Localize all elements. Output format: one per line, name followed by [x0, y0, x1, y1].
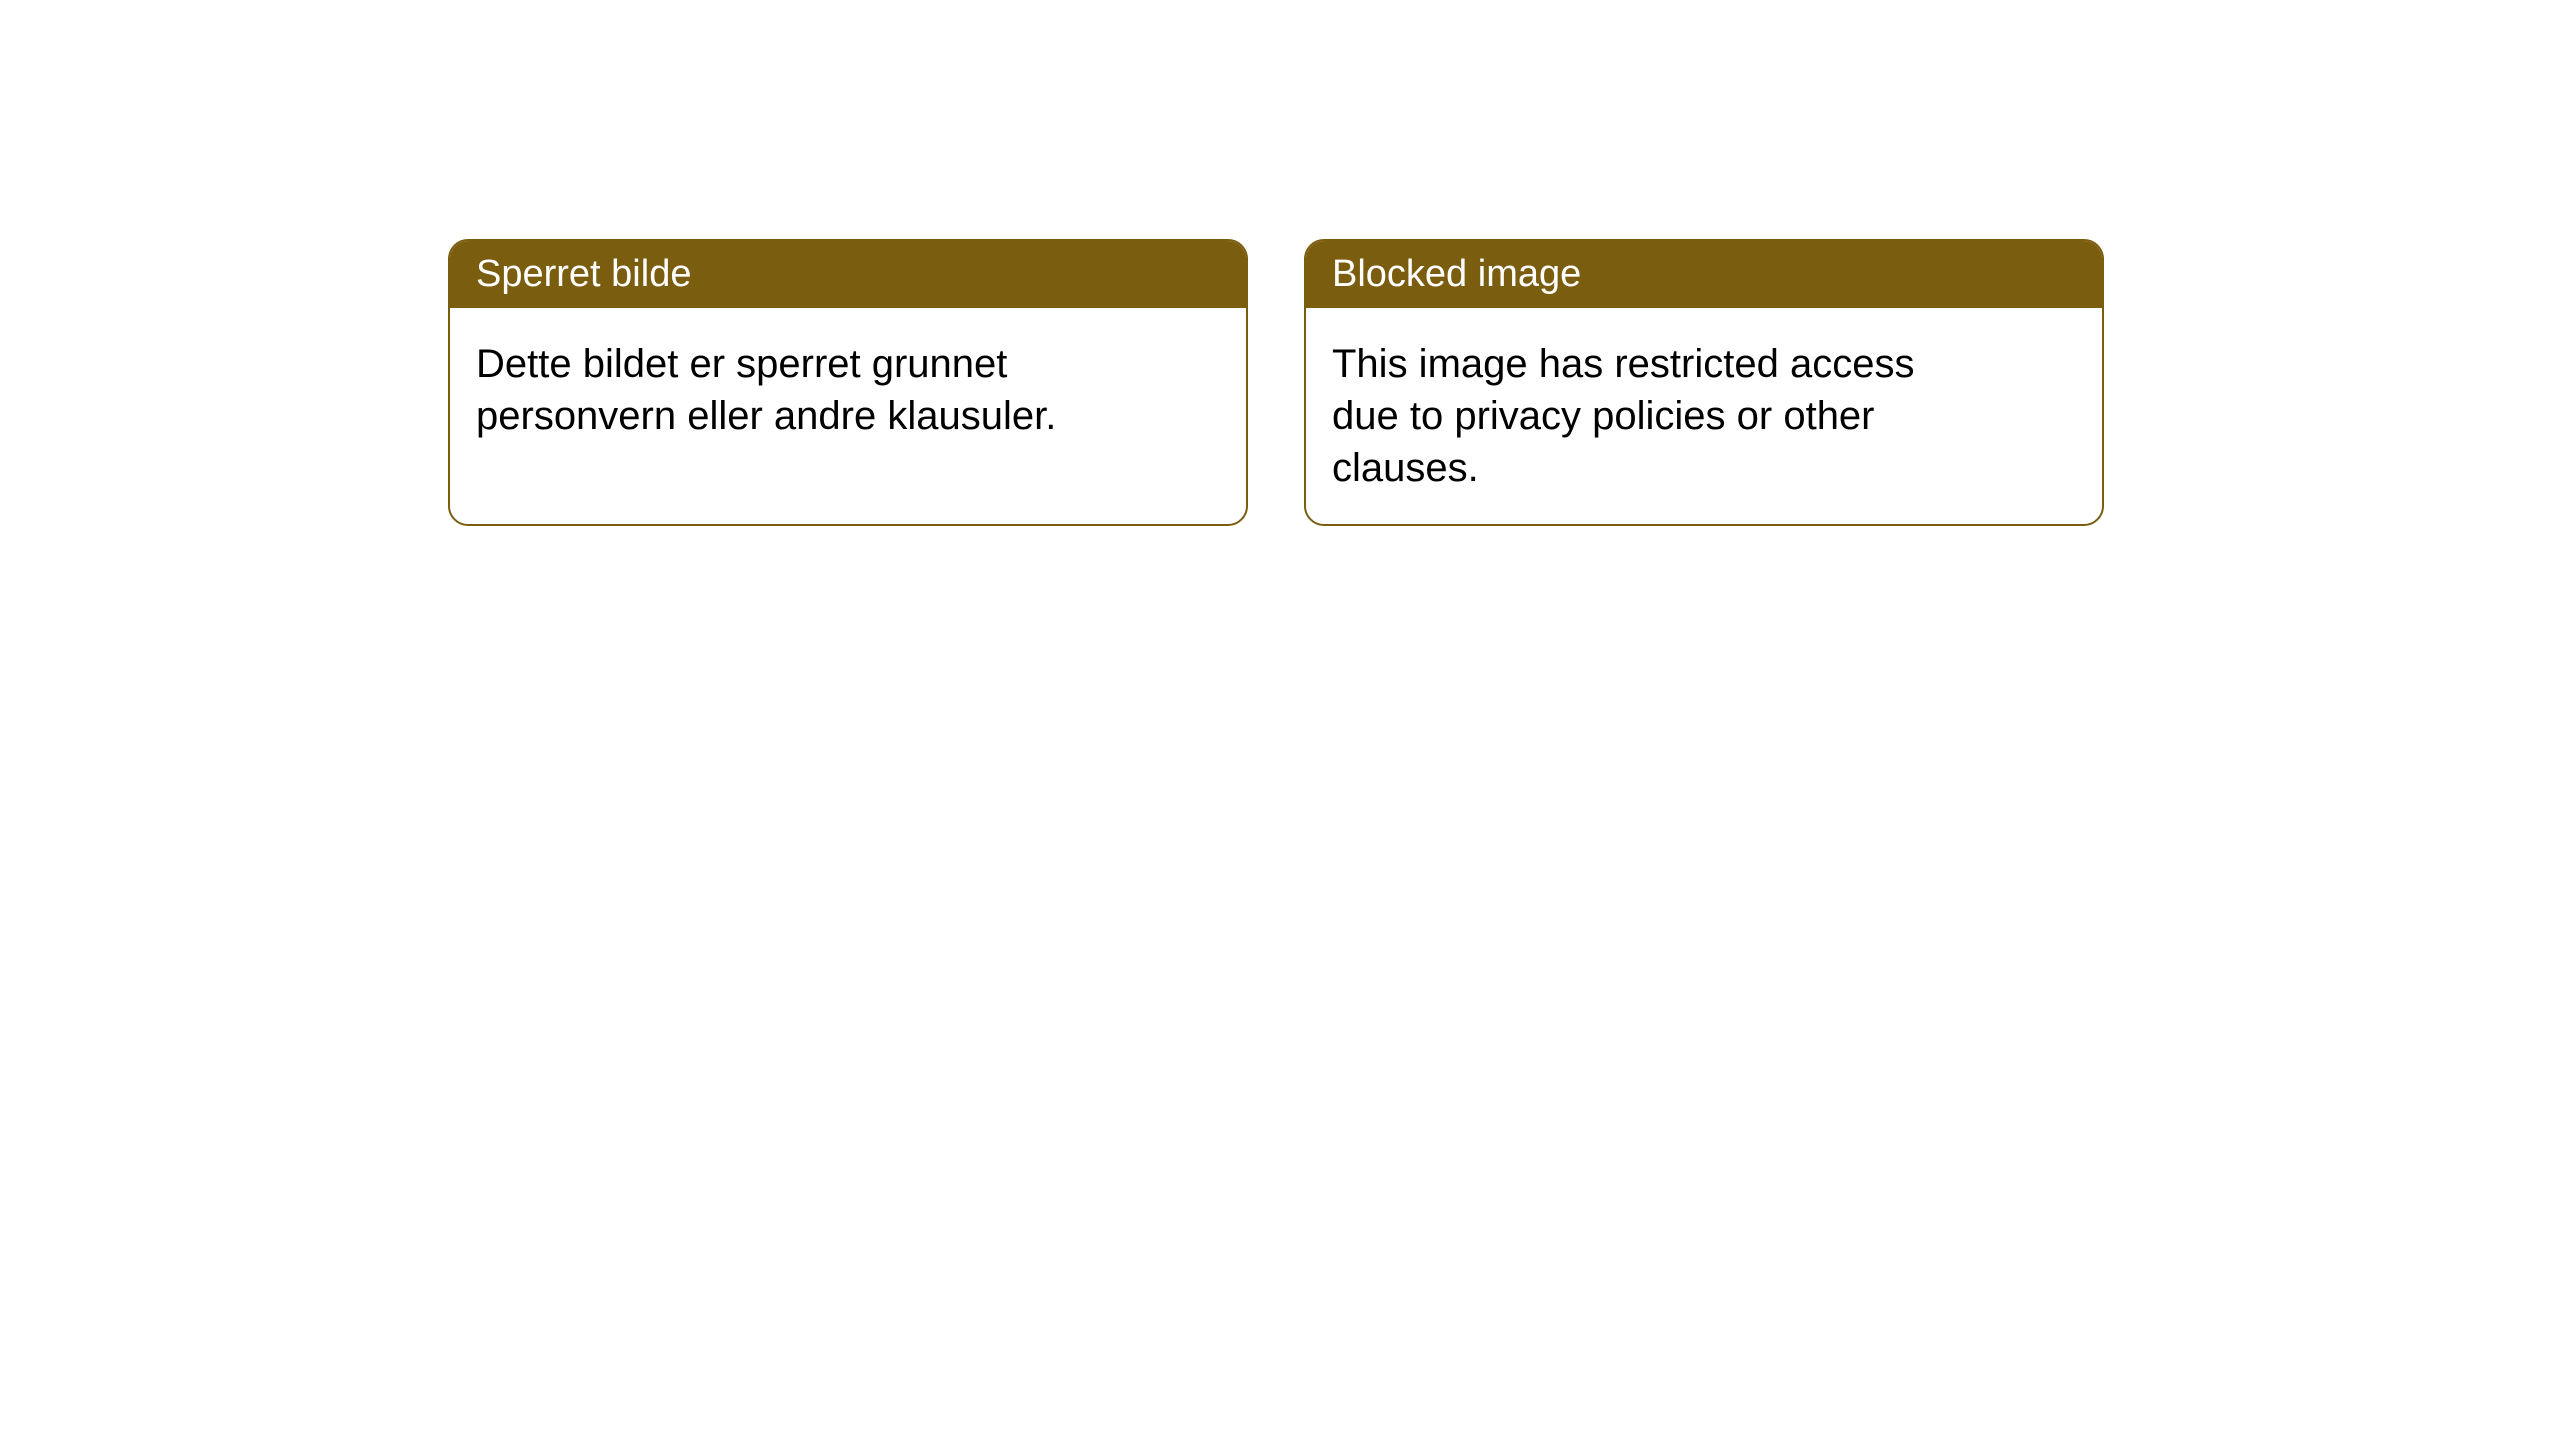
card-header: Sperret bilde — [450, 241, 1246, 308]
card-title: Blocked image — [1332, 253, 1581, 295]
card-header: Blocked image — [1306, 241, 2102, 308]
card-body: Dette bildet er sperret grunnet personve… — [450, 308, 1090, 523]
card-body: This image has restricted access due to … — [1306, 308, 1946, 524]
card-title: Sperret bilde — [476, 253, 691, 295]
card-body-text: This image has restricted access due to … — [1332, 342, 1914, 490]
card-body-text: Dette bildet er sperret grunnet personve… — [476, 342, 1056, 438]
blocked-image-card-english: Blocked image This image has restricted … — [1304, 239, 2104, 526]
blocked-image-card-norwegian: Sperret bilde Dette bildet er sperret gr… — [448, 239, 1248, 526]
card-container: Sperret bilde Dette bildet er sperret gr… — [0, 0, 2560, 526]
